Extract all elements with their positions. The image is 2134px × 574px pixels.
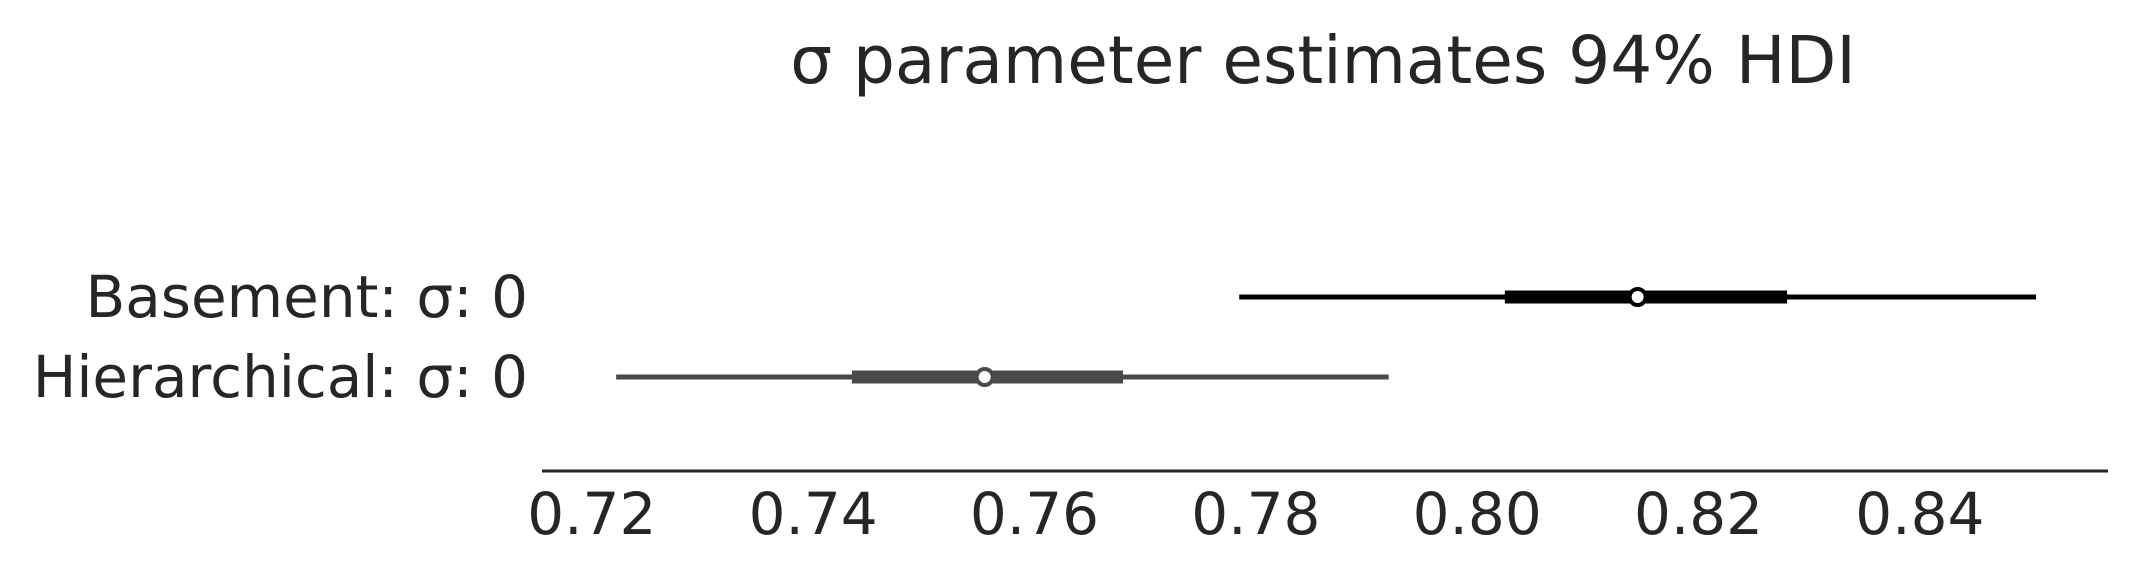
x-tick-label: 0.76 [970,480,1099,548]
chart-title: σ parameter estimates 94% HDI [790,22,1856,99]
x-tick-label: 0.82 [1634,480,1763,548]
point-estimate-marker [974,367,995,387]
series-label: Basement: σ: 0 [85,263,528,331]
series-label: Hierarchical: σ: 0 [33,343,528,411]
x-tick-label: 0.80 [1413,480,1542,548]
x-axis-ticks: 0.72 0.74 0.76 0.78 0.80 0.82 0.84 [527,480,1984,548]
forest-rows: Basement: σ: 0 Hierarchical: σ: 0 [33,263,2037,411]
x-tick-label: 0.74 [749,480,878,548]
x-tick-label: 0.72 [527,480,656,548]
series-row: Hierarchical: σ: 0 [33,343,1389,411]
series-row: Basement: σ: 0 [85,263,2037,331]
x-tick-label: 0.84 [1855,480,1984,548]
x-tick-label: 0.78 [1191,480,1320,548]
point-estimate-marker [1627,287,1648,307]
